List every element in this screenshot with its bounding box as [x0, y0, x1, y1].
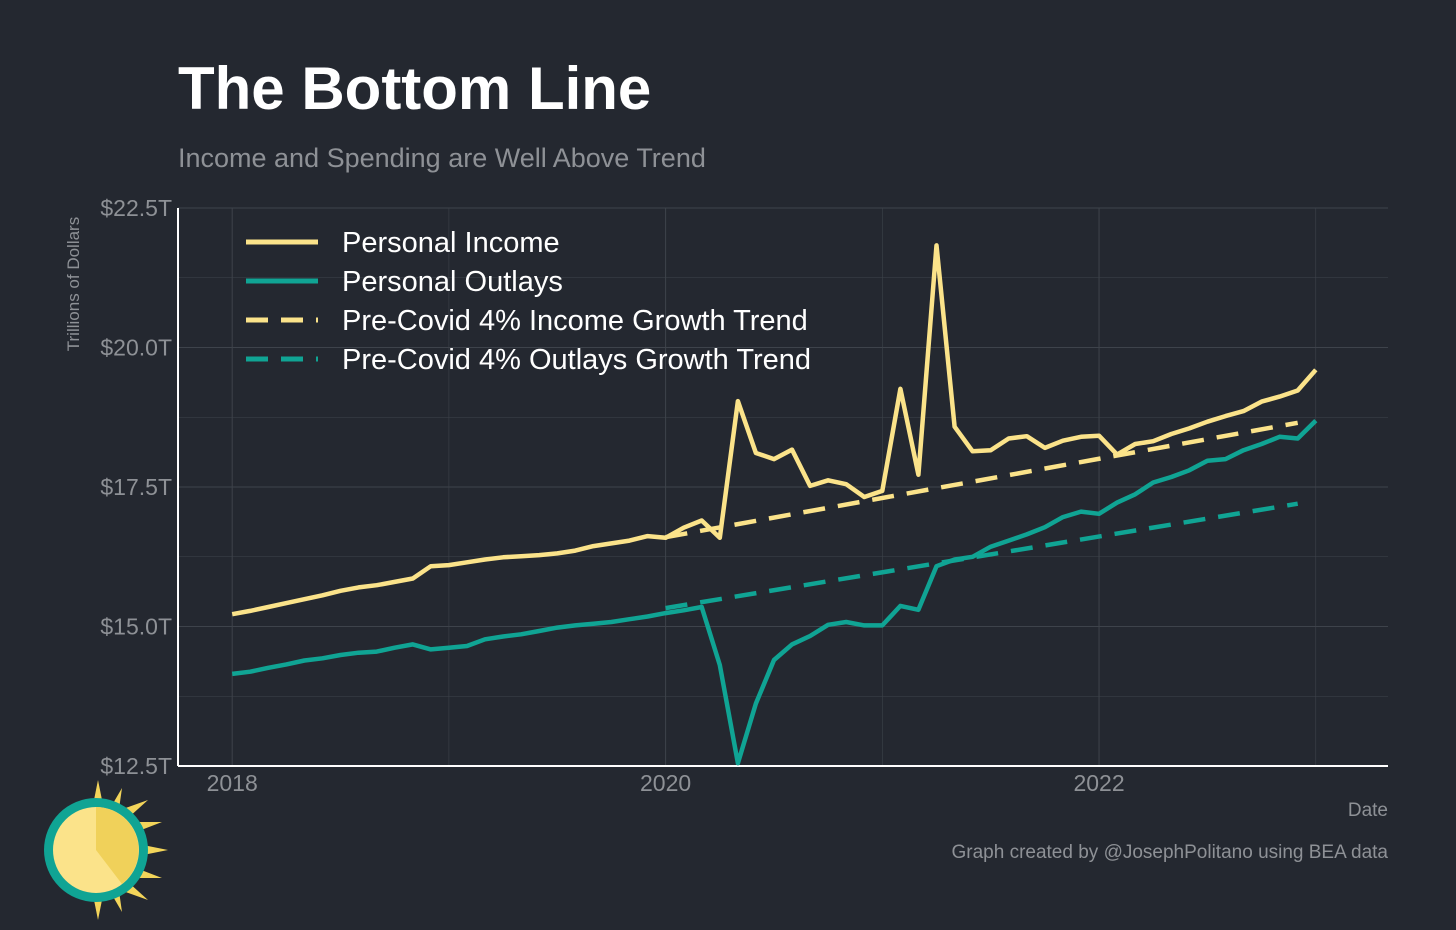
- personal-outlays-line: [231, 419, 1318, 766]
- legend-label: Personal Outlays: [342, 266, 563, 298]
- legend-label: Pre-Covid 4% Income Growth Trend: [342, 305, 808, 337]
- x-tick-label: 2018: [207, 770, 258, 796]
- y-tick-label: $22.5T: [100, 195, 172, 221]
- y-tick-label: $15.0T: [100, 614, 172, 640]
- chart-title: The Bottom Line: [178, 55, 652, 122]
- legend-label: Personal Income: [342, 227, 560, 259]
- pre-covid-4-income-growth-trend-line: [665, 420, 1299, 540]
- x-tick-label: 2022: [1073, 770, 1124, 796]
- y-tick-label: $12.5T: [100, 753, 172, 779]
- x-axis-label: Date: [1347, 800, 1388, 821]
- x-tick-label: 2020: [640, 770, 691, 796]
- y-tick-label: $17.5T: [100, 474, 172, 500]
- legend-label: Pre-Covid 4% Outlays Growth Trend: [342, 344, 811, 376]
- y-tick-label: $20.0T: [100, 335, 172, 361]
- sun-logo-icon: [44, 780, 168, 920]
- chart-subtitle: Income and Spending are Well Above Trend: [178, 143, 706, 173]
- source-caption: Graph created by @JosephPolitano using B…: [951, 842, 1388, 863]
- personal-income-line: [231, 243, 1318, 617]
- pre-covid-4-outlays-growth-trend-line: [665, 501, 1299, 611]
